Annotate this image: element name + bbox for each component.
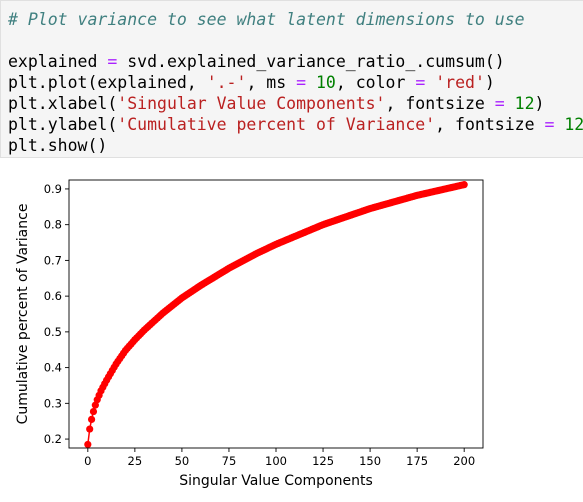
x-tick-label: 75 <box>222 454 237 468</box>
series-line <box>87 183 465 445</box>
axes: 0 25 50 75 100 125 150 175 200 0.2 0.3 0.4 0.5 0.6 0.7… <box>15 179 484 489</box>
y-tick-label: 0.9 <box>44 182 62 196</box>
code-token: , color <box>335 73 416 92</box>
code-token: ) <box>534 94 545 113</box>
code-token <box>425 73 435 92</box>
y-tick-label: 0.6 <box>44 289 62 303</box>
data-point <box>460 181 468 189</box>
code-string: '.-' <box>206 73 247 92</box>
x-axis-label: Singular Value Components <box>179 473 373 489</box>
code-token <box>554 115 564 134</box>
data-point <box>84 440 92 449</box>
y-tick-label: 0.3 <box>44 396 62 410</box>
code-operator: = <box>296 73 307 92</box>
data-point <box>89 407 98 416</box>
x-tick-label: 175 <box>406 454 428 468</box>
code-token: plt.show() <box>8 136 108 155</box>
x-tick-label: 200 <box>453 454 475 468</box>
code-number: 12 <box>564 115 583 134</box>
code-number: 10 <box>315 73 336 92</box>
y-axis-label: Cumulative percent of Variance <box>15 204 31 425</box>
code-token: ) <box>484 73 495 92</box>
code-token <box>505 94 515 113</box>
code-token: plt.xlabel( <box>8 94 118 113</box>
data-point <box>86 425 94 433</box>
code-token: , fontsize <box>385 94 495 113</box>
x-tick-label: 50 <box>175 454 190 468</box>
output-area: 0 25 50 75 100 125 150 175 200 0.2 0.3 0.4 0.5 0.6 0.7… <box>0 158 583 498</box>
code-operator: = <box>415 73 426 92</box>
y-tick-label: 0.8 <box>44 218 62 232</box>
y-tick-label: 0.2 <box>44 432 62 446</box>
code-token: plt.ylabel( <box>8 115 118 134</box>
code-token: , fontsize <box>435 115 545 134</box>
code-comment: # Plot variance to see what latent dimen… <box>8 10 525 29</box>
code-cell[interactable]: # Plot variance to see what latent dimen… <box>0 0 583 158</box>
code-token: , ms <box>246 73 297 92</box>
x-tick-label: 25 <box>128 454 143 468</box>
code-operator: = <box>544 115 555 134</box>
axes-frame <box>68 179 484 449</box>
variance-chart: 0 25 50 75 100 125 150 175 200 0.2 0.3 0.4 0.5 0.6 0.7… <box>15 179 484 489</box>
x-tick-label: 0 <box>84 454 91 468</box>
code-token: explained <box>8 52 98 71</box>
y-tick-label: 0.4 <box>44 361 62 375</box>
code-string: 'Singular Value Components' <box>117 94 386 113</box>
y-tick-label: 0.5 <box>44 325 62 339</box>
x-tick-label: 125 <box>312 454 334 468</box>
code-string: 'Cumulative percent of Variance' <box>117 115 436 134</box>
code-operator: = <box>494 94 505 113</box>
x-tick-label: 150 <box>359 454 381 468</box>
y-tick-label: 0.7 <box>44 253 62 267</box>
x-tick-label: 100 <box>265 454 287 468</box>
plot-area <box>84 181 468 449</box>
code-editor[interactable]: # Plot variance to see what latent dimen… <box>8 9 583 156</box>
code-token: svd.explained_variance_ratio_.cumsum() <box>127 52 505 71</box>
code-number: 12 <box>514 94 535 113</box>
code-token: = <box>97 52 128 71</box>
code-token <box>306 73 316 92</box>
code-string: 'red' <box>435 73 485 92</box>
data-point <box>87 415 96 424</box>
code-token: plt.plot(explained, <box>8 73 207 92</box>
